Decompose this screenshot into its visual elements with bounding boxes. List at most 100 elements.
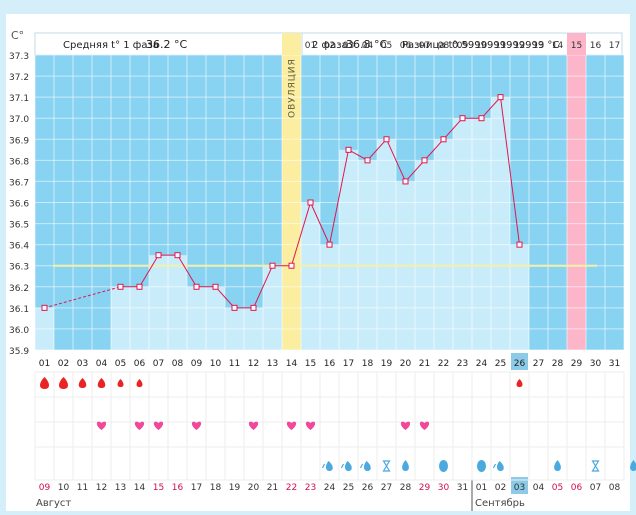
calendar-date-label: 06 [571,483,583,493]
x-tick-label: 19 [381,359,393,369]
ovulation-label-group: ОВУЛЯЦИЯ [288,58,298,118]
y-tick-label: 37.3 [9,52,29,62]
y-tick-label: 36.4 [9,242,29,252]
blood-drop-icon [78,378,87,388]
temperature-bar [111,286,130,350]
x-tick-label: 13 [267,359,278,369]
temperature-point [459,115,466,122]
temperature-bar [168,255,187,350]
x-tick-label: 04 [96,359,108,369]
temperature-point [269,262,276,269]
phase2-day-label: 04 [362,41,374,51]
calendar-date-label: 26 [362,483,374,493]
x-tick-label: 27 [533,359,544,369]
temperature-point [345,146,352,153]
temperature-bar [301,202,320,350]
y-tick-label: 37.0 [9,115,29,125]
highlight-header-cell [567,33,586,55]
temperature-bar [472,118,491,350]
temp-diff-value: 0.5999999999999 °C [452,40,559,51]
y-tick-label: 36.2 [9,284,29,294]
temperature-point [516,241,523,248]
calendar-date-label: 18 [210,483,222,493]
heart-icon [153,421,164,430]
heart-icon [305,421,316,430]
y-tick-label: 37.1 [9,94,29,104]
x-tick-label: 22 [438,359,449,369]
temperature-point [421,157,428,164]
x-tick-label: 20 [400,359,412,369]
phase2-avg-value: 36.8 °C [346,38,387,51]
temperature-line-segment [291,202,311,266]
y-tick-label: 36.3 [9,263,29,273]
temperature-point [402,178,409,185]
phase2-day-label: 16 [590,41,602,51]
temperature-point [193,283,200,290]
blood-drop-icon [136,379,143,387]
heart-icon [248,421,259,430]
month-label-august: Август [36,498,71,509]
x-tick-label: 06 [134,359,146,369]
calendar-date-label: 04 [533,483,545,493]
temperature-bar [510,244,529,350]
temperature-point [288,262,295,269]
phase2-day-label: 17 [609,41,620,51]
x-tick-label: 03 [77,359,88,369]
temperature-point [174,252,181,259]
calendar-date-label: 29 [419,483,431,493]
current-day-cell [511,353,528,370]
calendar-date-label: 15 [153,483,164,493]
x-tick-label: 10 [210,359,222,369]
temperature-bar [130,286,149,350]
ovulation-label: ОВУЛЯЦИЯ [288,58,298,118]
temperature-bar [415,160,434,350]
temperature-line-segment [367,138,387,161]
x-tick-label: 07 [153,359,164,369]
blood-drop-icon [516,379,523,387]
calendar-date-label: 21 [267,483,278,493]
x-tick-label: 31 [609,359,620,369]
phase2-day-label: 02 [324,41,335,51]
water-drop-icon [554,460,561,471]
calendar-date-label: 02 [495,483,506,493]
phase2-day-label: 08 [438,41,450,51]
phase2-day-label: 10 [476,41,488,51]
temperature-point [250,304,257,311]
temperature-line-segment [443,117,463,140]
x-tick-label: 28 [552,359,564,369]
axes: 35.9 36.0 36.1 36.2 36.3 36.4 36.5 36.6 36.7 36.8… [9,33,620,511]
y-tick-label: 36.6 [9,200,29,210]
x-tick-label: 11 [229,359,240,369]
calendar-date-label: 09 [39,483,51,493]
phase2-day-label: 07 [419,41,430,51]
temperature-bar [149,255,168,350]
temperature-point [383,136,390,143]
x-tick-label: 17 [343,359,354,369]
calendar-date-label: 01 [476,483,487,493]
calendar-date-label: 16 [172,483,184,493]
heart-icon [286,421,297,430]
calendar-date-label: 24 [324,483,336,493]
water-drop-icon [325,461,333,471]
temperature-line-segment [215,286,235,309]
temperature-bar [206,286,225,350]
plot-area [34,54,625,351]
temperature-bar [187,286,206,350]
heart-icon [134,421,145,430]
temperature-line-segment [405,160,425,182]
y-tick-label: 35.9 [9,347,29,357]
temperature-point [440,136,447,143]
hourglass-icon [591,460,600,472]
calendar-date-label: 19 [229,483,241,493]
calendar-date-label: 25 [343,483,354,493]
calendar-date-label: 08 [609,483,621,493]
phase2-day-label: 12 [514,41,525,51]
water-drop-tail-icon [321,463,326,469]
temperature-point [497,94,504,101]
temperature-line-segment [500,97,520,245]
temperature-bar [358,160,377,350]
x-tick-label: 23 [457,359,468,369]
temperature-line-segment [44,286,121,309]
